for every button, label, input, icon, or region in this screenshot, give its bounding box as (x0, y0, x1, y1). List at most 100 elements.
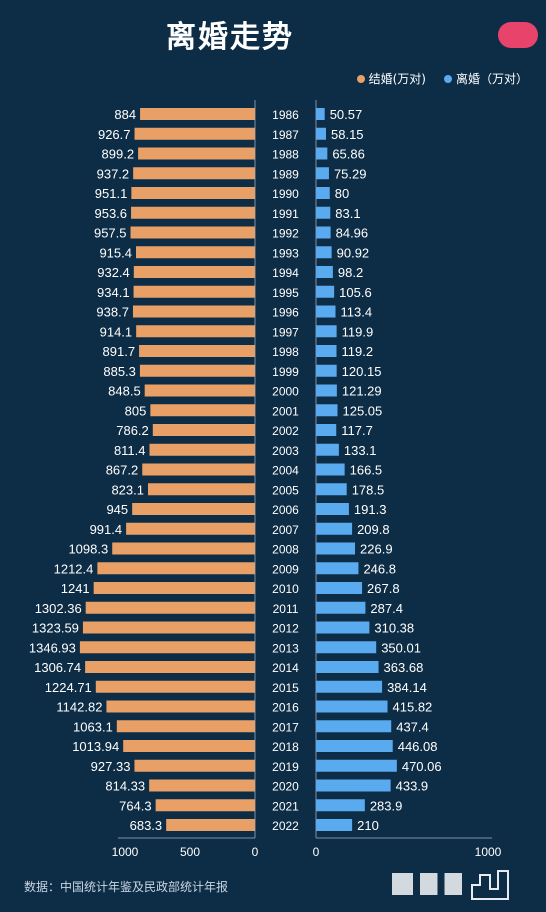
divorce-bar (316, 799, 365, 812)
marriage-bar (133, 167, 255, 180)
year-label: 2014 (272, 661, 299, 675)
divorce-value-label: 75.29 (334, 166, 367, 181)
decorative-bubble (498, 22, 538, 48)
marriage-value-label: 891.7 (103, 344, 136, 359)
legend-label-divorce: 离婚（万对） (455, 72, 528, 86)
year-label: 1991 (272, 207, 299, 221)
divorce-bar (316, 740, 393, 752)
year-label: 1999 (272, 365, 299, 379)
marriage-bar (152, 424, 255, 436)
divorce-value-label: 65.86 (332, 147, 365, 162)
building-icon (471, 870, 509, 900)
year-label: 1994 (272, 266, 299, 280)
divorce-value-label: 113.4 (341, 305, 373, 320)
year-label: 2008 (272, 543, 299, 557)
right-axis-tick-label: 1000 (475, 845, 502, 859)
divorce-bar (316, 226, 331, 239)
divorce-bar (316, 364, 337, 377)
marriage-bar (116, 720, 255, 733)
marriage-value-label: 1224.71 (45, 680, 92, 695)
divorce-value-label: 283.9 (370, 798, 403, 813)
marriage-value-label: 915.4 (99, 245, 132, 260)
marriage-bar (93, 582, 255, 594)
legend-label-marriage: 结婚(万对) (368, 72, 426, 86)
divorce-value-label: 310.38 (374, 621, 414, 636)
divorce-value-label: 287.4 (370, 601, 403, 616)
year-label: 2003 (272, 444, 299, 458)
year-label: 2010 (272, 582, 299, 596)
marriage-bar (85, 601, 255, 614)
divorce-value-label: 133.1 (344, 443, 377, 458)
marriage-value-label: 914.1 (100, 324, 133, 339)
divorce-value-label: 121.29 (342, 384, 382, 399)
year-label: 2015 (272, 681, 299, 695)
year-label: 2022 (272, 819, 299, 833)
year-label: 2021 (272, 799, 299, 813)
divorce-value-label: 384.14 (387, 680, 427, 695)
marriage-value-label: 932.4 (97, 265, 130, 280)
divorce-value-label: 50.57 (330, 107, 363, 122)
divorce-bar (316, 246, 332, 259)
marriage-bar (155, 799, 255, 812)
divorce-bar (316, 285, 335, 298)
marriage-value-label: 953.6 (94, 206, 127, 221)
marriage-value-label: 1098.3 (68, 542, 108, 557)
marriage-value-label: 899.2 (102, 147, 135, 162)
marriage-bar (131, 206, 255, 219)
marriage-bar (138, 147, 255, 160)
divorce-bar (316, 542, 356, 555)
data-source-note: 数据：中国统计年鉴及民政部统计年报 (24, 880, 229, 894)
year-label: 2000 (272, 385, 299, 399)
brand-logo (392, 873, 462, 895)
year-label: 1987 (272, 128, 299, 142)
divorce-bar (316, 463, 345, 476)
marriage-bar (126, 522, 255, 535)
marriage-bar (136, 325, 255, 338)
marriage-bar (134, 127, 255, 140)
marriage-value-label: 811.4 (114, 443, 146, 458)
year-label: 2001 (272, 404, 299, 418)
divorce-value-label: 166.5 (350, 463, 383, 478)
divorce-value-label: 226.9 (360, 542, 393, 557)
marriage-value-label: 1013.94 (72, 739, 119, 754)
divorce-bar (316, 819, 353, 831)
year-label: 1998 (272, 345, 299, 359)
marriage-bar (79, 641, 255, 654)
divorce-value-label: 209.8 (357, 522, 390, 537)
divorce-bar (316, 384, 337, 397)
year-label: 2016 (272, 701, 299, 715)
divorce-value-label: 191.3 (354, 502, 387, 517)
divorce-bar (316, 187, 330, 199)
divorce-value-label: 90.92 (337, 245, 370, 260)
year-label: 2018 (272, 740, 299, 754)
marriage-value-label: 885.3 (103, 364, 136, 379)
marriage-legend-dot (356, 74, 365, 83)
year-label: 2004 (272, 464, 299, 478)
marriage-value-label: 786.2 (116, 423, 149, 438)
marriage-value-label: 1323.59 (32, 621, 79, 636)
marriage-bar (142, 463, 255, 476)
marriage-bar (166, 819, 255, 831)
legend-item-marriage: 结婚(万对) (356, 70, 426, 87)
marriage-bar (112, 542, 255, 555)
year-label: 1997 (272, 325, 299, 339)
marriage-bar (132, 503, 255, 515)
divorce-value-label: 84.96 (336, 226, 369, 241)
divorce-value-label: 437.4 (396, 719, 429, 734)
divorce-bar (316, 404, 338, 417)
year-label: 1986 (272, 108, 299, 122)
year-label: 2007 (272, 523, 299, 537)
divorce-bar (316, 661, 379, 673)
year-label: 1990 (272, 187, 299, 201)
marriage-value-label: 805 (125, 403, 147, 418)
left-axis-tick-label: 0 (252, 845, 259, 859)
marriage-bar (140, 108, 255, 120)
divorce-value-label: 125.05 (343, 403, 383, 418)
marriage-bar (131, 187, 255, 199)
marriage-bar (130, 226, 255, 239)
marriage-value-label: 867.2 (106, 463, 139, 478)
divorce-bar (316, 562, 359, 575)
marriage-bar (147, 483, 255, 496)
marriage-bar (150, 404, 255, 417)
